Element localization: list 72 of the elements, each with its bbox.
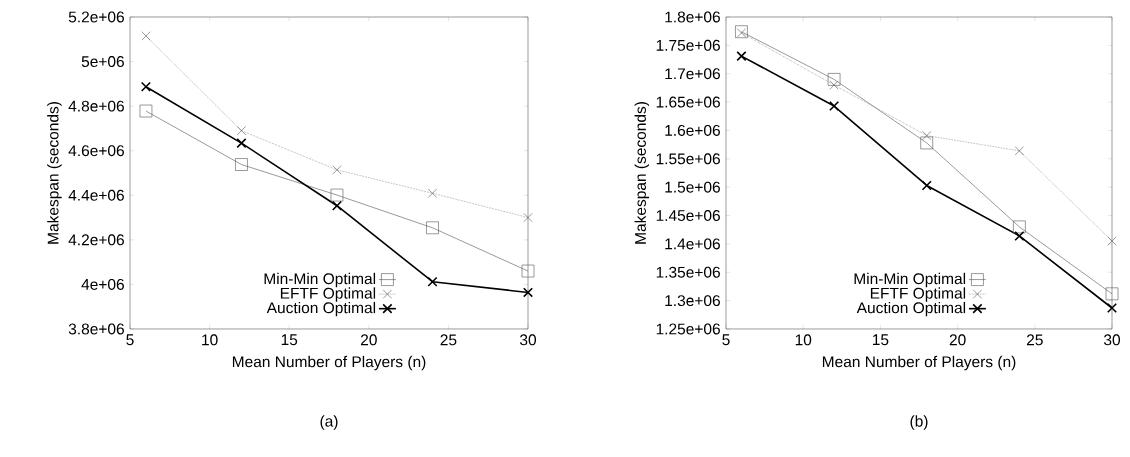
point: [141, 31, 151, 41]
point: [1014, 230, 1025, 241]
point: [140, 81, 151, 92]
y-tick-label: 1.65e+06: [656, 96, 720, 108]
y-tick-label: 5e+06: [81, 56, 124, 68]
x-tick-label: 15: [281, 334, 298, 346]
point: [236, 126, 246, 136]
point: [829, 101, 840, 112]
point: [139, 104, 153, 118]
x-tick-label: 20: [360, 334, 377, 346]
y-tick-label: 4.8e+06: [68, 100, 124, 112]
y-tick-label: 3.8e+06: [68, 323, 124, 335]
point: [426, 221, 439, 235]
point: [1107, 236, 1117, 246]
y-axis-title: Makespan (seconds): [634, 102, 650, 244]
legend-label: EFTF Optimal: [870, 287, 966, 302]
x-tick-label: 15: [872, 334, 889, 346]
legend-label: EFTF Optimal: [280, 287, 376, 302]
point: [922, 131, 932, 141]
point: [427, 276, 438, 287]
legend-label: Auction Optimal: [266, 301, 376, 317]
y-tick-label: 4e+06: [81, 278, 124, 290]
point: [522, 287, 534, 298]
point: [829, 80, 839, 90]
point: [331, 200, 343, 211]
point: [1014, 146, 1024, 156]
x-axis-title: Mean Number of Players (n): [232, 355, 426, 371]
text: (a): [320, 415, 338, 430]
point: [827, 73, 841, 86]
y-tick-label: 1.35e+06: [656, 266, 720, 278]
point: [1013, 220, 1026, 234]
y-tick-label: 1.55e+06: [656, 153, 720, 165]
legend-label: Min-Min Optimal: [264, 272, 376, 288]
y-tick-label: 5.2e+06: [68, 11, 124, 23]
point: [920, 136, 934, 150]
y-tick-label: 1.8e+06: [665, 11, 720, 23]
legend-label: Auction Optimal: [856, 301, 966, 317]
text: (b): [910, 415, 928, 430]
x-tick-label: 5: [126, 334, 134, 346]
x-tick-label: 25: [1026, 334, 1043, 346]
x-tick-label: 20: [949, 334, 966, 346]
y-tick-label: 1.3e+06: [665, 295, 720, 307]
point: [427, 188, 438, 198]
point: [236, 138, 247, 149]
y-tick-label: 1.4e+06: [665, 238, 720, 250]
point: [235, 158, 248, 171]
point: [330, 188, 344, 202]
point: [523, 213, 533, 223]
x-tick-label: 25: [440, 334, 457, 346]
point: [1105, 287, 1119, 301]
y-axis-title: Makespan (seconds): [47, 102, 62, 244]
y-tick-label: 4.6e+06: [68, 145, 124, 157]
y-tick-label: 1.7e+06: [665, 68, 720, 80]
y-tick-label: 1.25e+06: [656, 323, 720, 335]
point: [332, 165, 342, 175]
x-tick-label: 30: [1103, 334, 1121, 346]
y-tick-label: 1.6e+06: [665, 124, 720, 136]
y-tick-label: 1.75e+06: [656, 39, 720, 51]
x-tick-label: 10: [795, 334, 812, 346]
y-tick-label: 4.4e+06: [68, 189, 124, 201]
x-tick-label: 5: [722, 334, 730, 346]
point: [736, 51, 747, 62]
y-tick-label: 1.5e+06: [665, 181, 720, 193]
legend-label: Min-Min Optimal: [854, 272, 966, 288]
point: [521, 264, 535, 278]
x-tick-label: 10: [202, 334, 218, 346]
point: [921, 180, 932, 191]
point: [1106, 302, 1118, 314]
x-tick-label: 30: [519, 334, 537, 346]
y-tick-label: 1.45e+06: [656, 210, 720, 222]
y-tick-label: 4.2e+06: [68, 234, 124, 246]
x-axis-title: Mean Number of Players (n): [822, 355, 1016, 371]
